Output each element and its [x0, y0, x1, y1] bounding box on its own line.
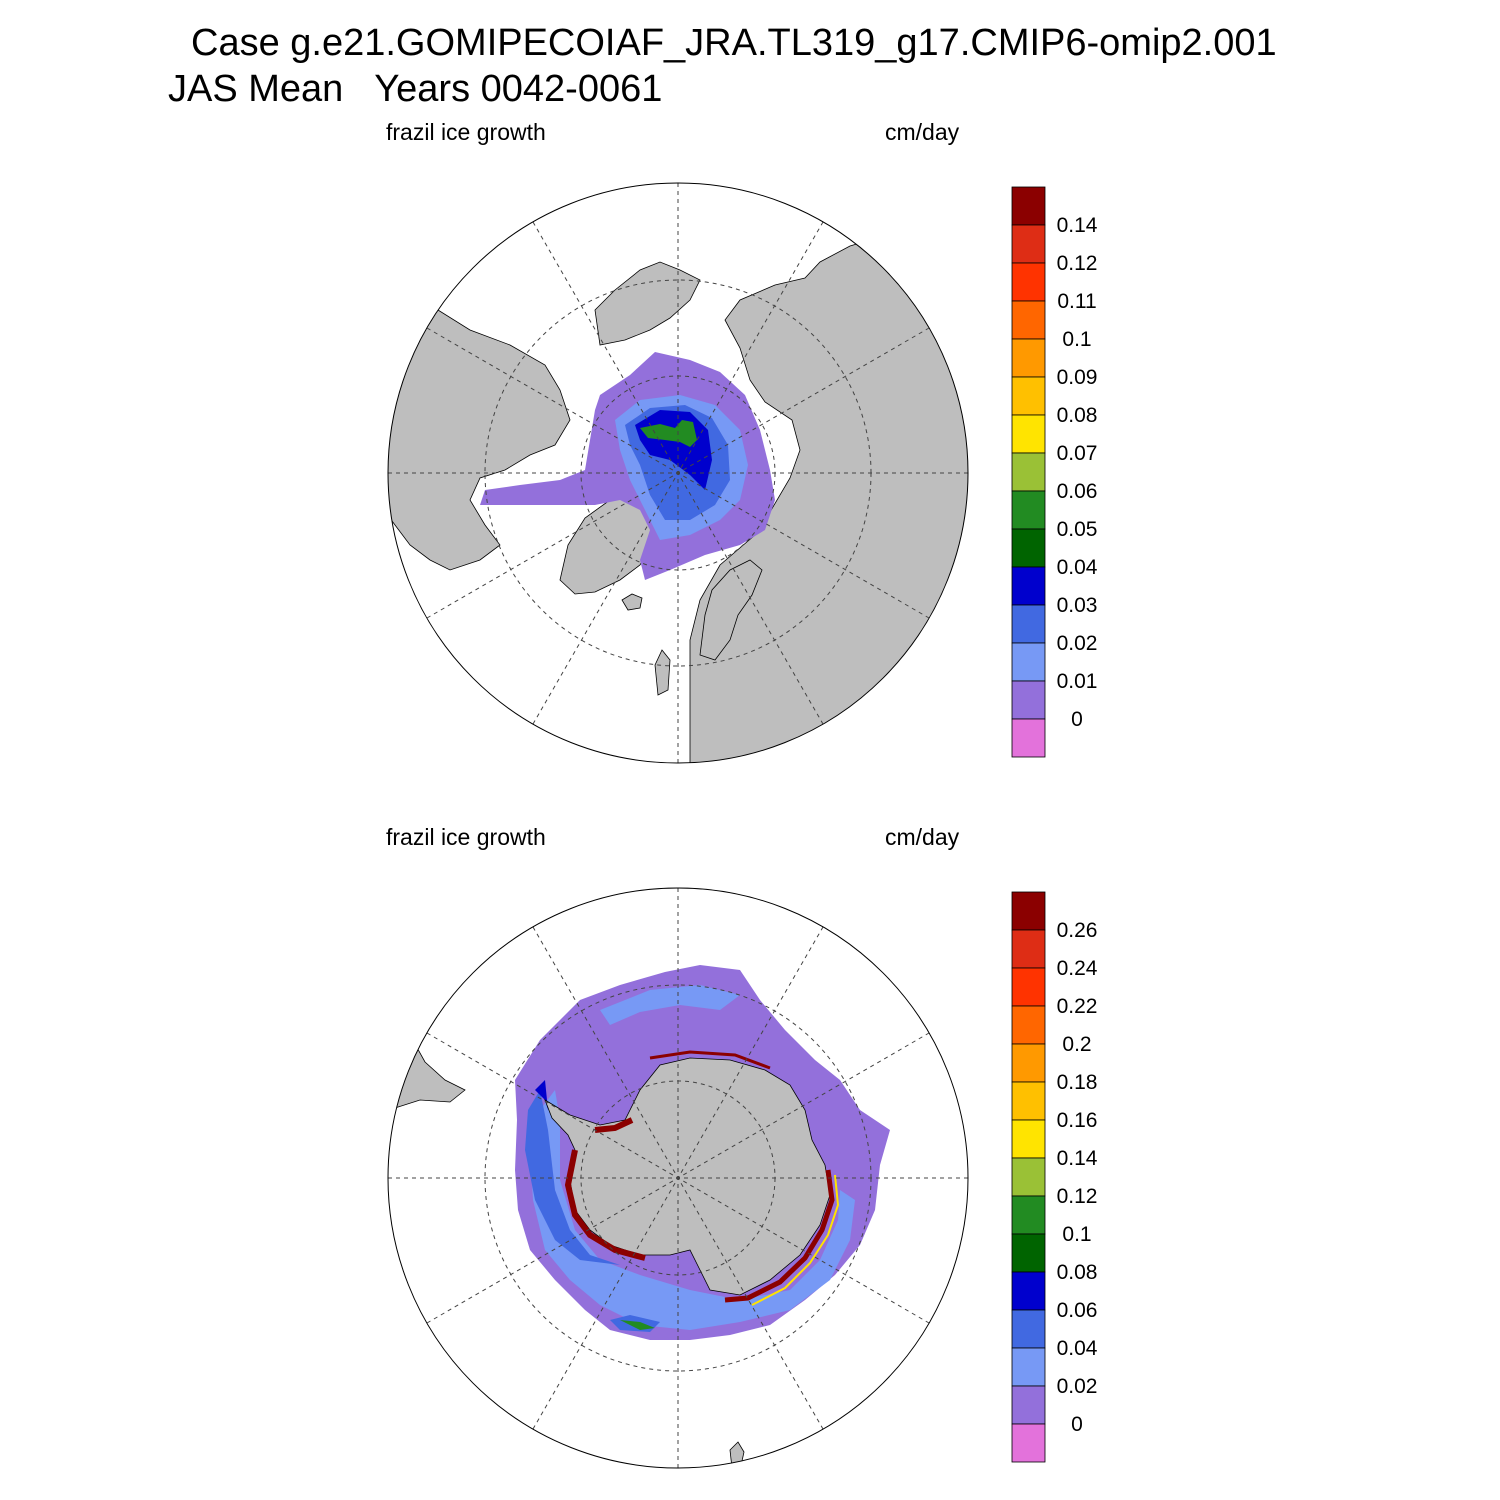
south-units-label: cm/day — [885, 824, 960, 850]
south-variable-label: frazil ice growth — [386, 824, 546, 850]
colorbar-tick-label: 0.2 — [1062, 1033, 1091, 1056]
colorbar-swatch — [1011, 891, 1046, 931]
field-s-green-patch — [620, 1320, 655, 1330]
colorbar-tick-label: 0.26 — [1057, 919, 1098, 942]
colorbar-tick-label: 0.02 — [1057, 1375, 1098, 1398]
colorbar-swatch — [1011, 262, 1046, 302]
colorbar-swatch — [1011, 528, 1046, 568]
north-colorbar: 0.14 0.12 0.11 0.1 0.09 0.08 0.07 0.06 0.05 0.04 0… — [1011, 186, 1098, 758]
colorbar-tick-label: 0.22 — [1057, 995, 1098, 1018]
colorbar-tick-label: 0.09 — [1057, 366, 1098, 389]
colorbar-tick-label: 0 — [1071, 708, 1083, 731]
field-s-2 — [525, 1090, 620, 1265]
field-s-1b — [600, 985, 740, 1025]
colorbar-swatch — [1011, 1233, 1046, 1273]
colorbar-tick-label: 0.1 — [1062, 328, 1091, 351]
colorbar-tick-label: 0.06 — [1057, 1299, 1098, 1322]
colorbar-tick-label: 0.02 — [1057, 632, 1098, 655]
field-s-rim-north — [649, 1050, 771, 1070]
colorbar-swatch — [1011, 490, 1046, 530]
colorbar-tick-label: 0.14 — [1057, 1147, 1098, 1170]
colorbar-tick-label: 0.08 — [1057, 404, 1098, 427]
colorbar-swatch — [1011, 1385, 1046, 1425]
colorbar-swatch — [1011, 224, 1046, 264]
colorbar-swatch — [1011, 967, 1046, 1007]
field-s-rim-west — [564, 1149, 646, 1261]
land-iceland — [621, 593, 643, 611]
land-uk — [654, 649, 671, 696]
colorbar-swatch — [1011, 566, 1046, 606]
colorbar-tick-label: 0.04 — [1057, 556, 1098, 579]
colorbar-tick-label: 0.18 — [1057, 1071, 1098, 1094]
land-alaska — [594, 261, 701, 346]
colorbar-swatch — [1011, 1195, 1046, 1235]
colorbar-swatch — [1011, 1043, 1046, 1083]
colorbar-swatch — [1011, 1423, 1046, 1463]
colorbar-tick-label: 0.01 — [1057, 670, 1098, 693]
land-scandinavia — [699, 559, 763, 661]
colorbar-swatch — [1011, 1081, 1046, 1121]
north-variable-label: frazil ice growth — [386, 119, 546, 145]
colorbar-swatch — [1011, 1005, 1046, 1045]
colorbar-swatch — [1011, 186, 1046, 226]
colorbar-swatch — [1011, 414, 1046, 454]
colorbar-tick-label: 0.14 — [1057, 214, 1098, 237]
colorbar-tick-label: 0.12 — [1057, 252, 1098, 275]
colorbar-swatch — [1011, 376, 1046, 416]
colorbar-tick-label: 0.06 — [1057, 480, 1098, 503]
figure-title-case: Case g.e21.GOMIPECOIAF_JRA.TL319_g17.CMI… — [191, 22, 1277, 64]
field-s-3 — [535, 1080, 548, 1110]
field-s-rim-ross — [594, 1117, 634, 1133]
colorbar-swatch — [1011, 680, 1046, 720]
colorbar-swatch — [1011, 338, 1046, 378]
colorbar-tick-label: 0.16 — [1057, 1109, 1098, 1132]
colorbar-tick-label: 0.03 — [1057, 594, 1098, 617]
colorbar-swatch — [1011, 300, 1046, 340]
colorbar-swatch — [1011, 718, 1046, 758]
colorbar-swatch — [1011, 642, 1046, 682]
colorbar-swatch — [1011, 1271, 1046, 1311]
colorbar-tick-label: 0.07 — [1057, 442, 1098, 465]
field-s-rim-east — [724, 1169, 835, 1303]
colorbar-tick-label: 0.11 — [1057, 290, 1096, 313]
colorbar-tick-label: 0.24 — [1057, 957, 1098, 980]
north-units-label: cm/day — [885, 119, 960, 145]
colorbar-swatch — [1011, 1157, 1046, 1197]
colorbar-swatch — [1011, 1119, 1046, 1159]
colorbar-swatch — [1011, 1309, 1046, 1349]
colorbar-swatch — [1011, 929, 1046, 969]
south-colorbar: 0.26 0.24 0.22 0.2 0.18 0.16 0.14 0.12 0.1 0.08 0.… — [1011, 891, 1098, 1463]
north-polar-map — [387, 182, 969, 764]
south-polar-map — [387, 887, 969, 1469]
colorbar-tick-label: 0 — [1071, 1413, 1083, 1436]
field-s-1 — [530, 1090, 855, 1330]
colorbar-tick-label: 0.1 — [1062, 1223, 1091, 1246]
colorbar-tick-label: 0.05 — [1057, 518, 1098, 541]
colorbar-tick-label: 0.08 — [1057, 1261, 1098, 1284]
colorbar-tick-label: 0.04 — [1057, 1337, 1098, 1360]
colorbar-swatch — [1011, 604, 1046, 644]
colorbar-swatch — [1011, 1347, 1046, 1387]
field-s-rim-east-yellow — [751, 1174, 840, 1306]
land-north-america — [388, 304, 571, 571]
colorbar-swatch — [1011, 452, 1046, 492]
colorbar-tick-label: 0.12 — [1057, 1185, 1098, 1208]
field-n-4 — [640, 420, 697, 447]
figure-title-period: JAS Mean Years 0042-0061 — [168, 68, 663, 110]
